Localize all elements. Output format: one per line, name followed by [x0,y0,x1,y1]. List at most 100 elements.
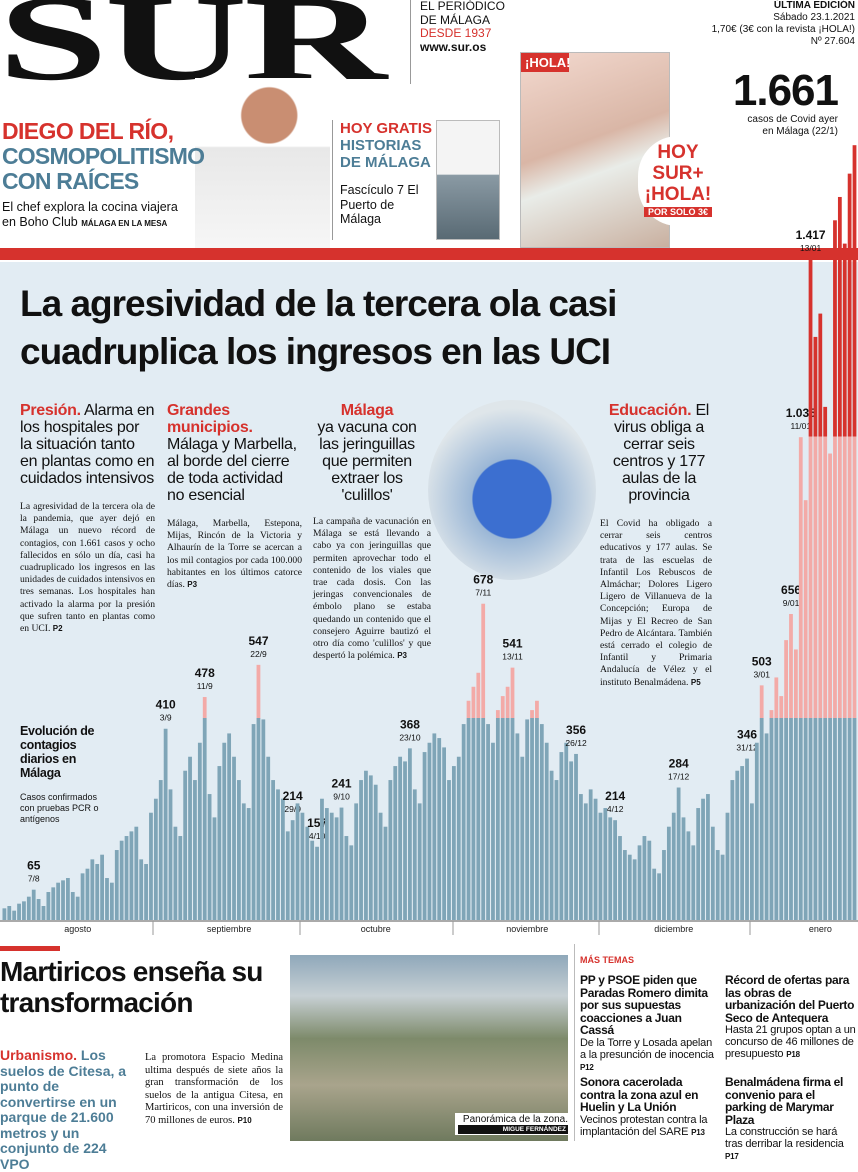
bar [789,613,793,920]
bar [66,878,70,920]
bar [2,908,7,920]
bar [803,500,808,920]
bar [461,724,466,920]
bar [481,603,486,920]
gift-text: Fascículo 7 El Puerto de Málaga [340,183,419,226]
bar [618,836,622,920]
date-label: 29/9 [284,804,301,814]
value-label: 346 [737,728,757,742]
page-ref: P2 [52,624,63,634]
bar [17,903,21,920]
bar [217,766,222,920]
x-tick-label: noviembre [506,924,548,934]
bar [285,831,290,920]
offer: HOY SUR+ ¡HOLA! [644,142,712,205]
more-item: PP y PSOE piden que Paradas Romero dimit… [580,974,716,1074]
covid-caption: casos de Covid ayer en Málaga (22/1) [747,114,838,137]
bar [139,859,144,920]
bar [70,892,75,920]
more-headline: Benalmádena firma el convenio para el pa… [725,1075,844,1127]
bar [657,873,661,920]
more-item: Sonora cacerolada contra la zona azul en… [580,1076,716,1139]
offer-badge: HOY SUR+ ¡HOLA! POR SOLO 3€ [638,136,718,226]
feature-kicker: Urbanismo. [0,1047,78,1063]
bar [61,880,65,920]
date-label: 7/8 [28,874,40,884]
bar [46,892,51,920]
promo-tag: MÁLAGA EN LA MESA [81,218,168,228]
more-title: MÁS TEMAS [580,955,634,965]
more-headline: Récord de ofertas para las obras de urba… [725,973,855,1025]
more-text: La construcción se hará tras derribar la… [725,1126,844,1150]
date-label: 13/11 [502,652,523,662]
bar [622,850,627,920]
date-label: 11/01 [790,421,811,431]
bar [559,752,564,920]
bar [632,859,637,920]
bar [539,724,544,920]
bar [735,770,740,920]
tagline-line: EL PERIÓDICO [420,0,505,13]
column-lede: ya vacuna con las jeringuillas que permi… [317,419,417,504]
bar [56,882,61,920]
date-label: 26/12 [565,738,587,748]
bar [730,780,735,920]
value-label: 241 [332,777,352,791]
bar [779,696,784,920]
bar [41,906,46,920]
edition: ÚLTIMA EDICIÓN Sábado 23.1.2021 1,70€ (3… [712,0,855,48]
date-label: 9/01 [783,598,800,608]
bar [510,667,515,920]
bar [554,780,559,920]
bar [183,770,188,920]
bar [652,868,657,920]
bar [373,784,378,920]
bar [153,798,158,920]
value-label: 478 [195,666,215,680]
bar [823,406,828,921]
bar [530,710,534,920]
column-lede: Málaga y Marbella, al borde del cierre d… [167,436,297,504]
bar [251,724,256,920]
value-label: 214 [605,789,625,803]
bar [798,437,803,920]
bar [256,664,261,920]
bar [271,780,275,920]
bar [320,798,324,920]
bar [114,850,119,920]
column-kicker: Málaga [340,402,394,419]
bar [51,887,56,920]
photo-caption: Panorámica de la zona. MIGUE FERNÁNDEZ [455,1113,571,1135]
more-text: Vecinos protestan contra la implantación… [580,1113,708,1138]
bar [491,742,495,920]
bar [549,770,554,920]
bar [144,864,148,920]
booklet-cover [436,120,500,240]
bar [681,817,686,920]
bar [686,831,691,920]
bar [276,789,280,920]
value-label: 368 [400,717,420,731]
tagline: EL PERIÓDICO DE MÁLAGA DESDE 1937 www.su… [420,0,505,54]
bar [813,336,818,921]
bar [310,840,315,920]
bar [388,780,393,920]
column-lede: El virus obliga a cerrar seis centros y … [612,402,710,504]
offer-price: POR SOLO 3€ [644,207,712,217]
value-label: 547 [248,634,268,648]
bar [305,826,310,920]
bar [237,780,241,920]
column-body: La campaña de vacunación en Málaga se es… [313,516,431,662]
bar [852,145,857,920]
tagline-line: DE MÁLAGA [420,12,491,27]
bar [471,686,476,920]
gift-promo: HOY GRATIS HISTORIAS DE MÁLAGA Fascículo… [340,120,435,227]
bar [725,812,730,920]
photo-credit: MIGUE FERNÁNDEZ [458,1125,568,1134]
column-kicker: Presión. [20,402,81,419]
bar [833,220,837,920]
bar [393,766,398,920]
bar [579,794,583,920]
feature-headline: Martiricos enseña su transformación [0,956,263,1018]
